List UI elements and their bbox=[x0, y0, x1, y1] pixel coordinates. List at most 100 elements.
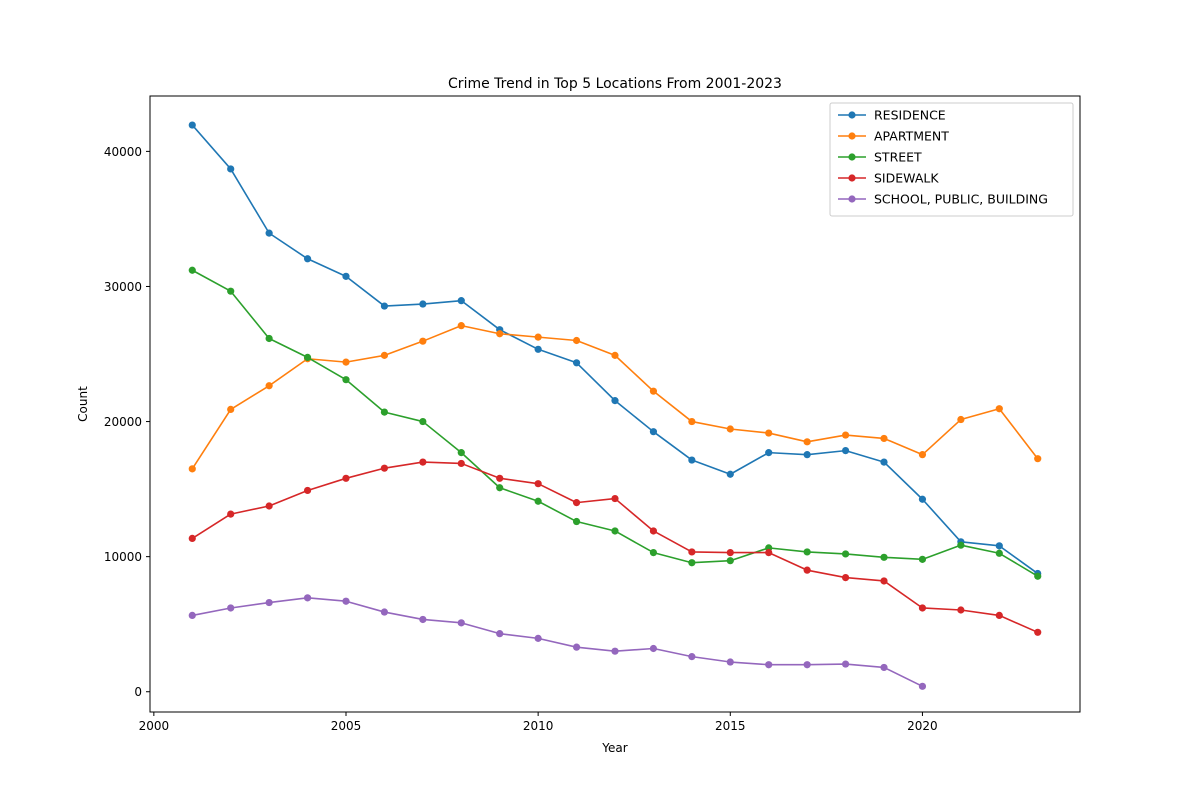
x-tick-label: 2005 bbox=[331, 719, 362, 733]
data-point bbox=[303, 353, 312, 361]
data-point bbox=[572, 336, 581, 345]
data-point bbox=[803, 548, 811, 556]
data-point bbox=[957, 541, 965, 549]
data-point bbox=[841, 447, 850, 455]
data-point bbox=[611, 397, 619, 405]
data-point bbox=[649, 428, 658, 436]
data-point bbox=[419, 337, 427, 345]
data-point bbox=[765, 429, 773, 437]
data-point bbox=[496, 330, 504, 338]
data-point bbox=[611, 494, 619, 503]
data-point bbox=[380, 302, 389, 310]
y-tick-label: 30000 bbox=[104, 280, 142, 294]
data-point bbox=[265, 382, 273, 390]
data-point bbox=[649, 548, 658, 557]
data-point bbox=[995, 611, 1003, 620]
data-point bbox=[303, 255, 312, 263]
data-point bbox=[457, 449, 465, 457]
data-point bbox=[457, 459, 465, 468]
data-point bbox=[918, 555, 927, 563]
data-point bbox=[995, 542, 1003, 550]
data-point bbox=[995, 405, 1003, 413]
data-point bbox=[534, 634, 542, 642]
data-point bbox=[227, 510, 235, 518]
data-point bbox=[611, 351, 619, 359]
data-point bbox=[880, 458, 888, 466]
x-tick-label: 2000 bbox=[139, 719, 170, 733]
data-point bbox=[227, 405, 235, 414]
data-point bbox=[303, 594, 312, 602]
data-point bbox=[688, 417, 696, 426]
legend-marker bbox=[848, 174, 856, 182]
plot-frame bbox=[149, 95, 1081, 713]
data-point bbox=[227, 165, 235, 173]
data-point bbox=[419, 300, 427, 308]
data-point bbox=[841, 573, 850, 582]
legend-label: APARTMENT bbox=[874, 129, 949, 144]
data-point bbox=[918, 604, 927, 612]
data-point bbox=[419, 458, 427, 466]
data-point bbox=[765, 548, 773, 557]
data-point bbox=[688, 559, 696, 567]
data-point bbox=[918, 451, 927, 459]
data-point bbox=[303, 486, 312, 495]
data-point bbox=[880, 577, 888, 585]
legend: RESIDENCE APARTMENT STREET SIDEWALK SCHOOL, … bbox=[829, 102, 1074, 217]
legend-label: STREET bbox=[874, 150, 922, 165]
y-tick-label: 10000 bbox=[104, 550, 142, 564]
data-point bbox=[227, 287, 235, 295]
data-point bbox=[688, 548, 696, 556]
data-point bbox=[726, 470, 734, 478]
data-point bbox=[188, 465, 196, 473]
series-street bbox=[188, 266, 1042, 580]
data-point bbox=[995, 549, 1003, 557]
data-point bbox=[880, 663, 888, 672]
data-point bbox=[265, 502, 273, 510]
series-school-public-building bbox=[188, 594, 927, 690]
data-point bbox=[649, 527, 658, 535]
data-point bbox=[572, 517, 581, 526]
data-point bbox=[534, 345, 542, 353]
data-point bbox=[188, 121, 196, 129]
data-point bbox=[649, 387, 658, 395]
data-point bbox=[534, 497, 542, 505]
legend-label: RESIDENCE bbox=[874, 108, 946, 123]
data-point bbox=[688, 653, 696, 661]
data-point bbox=[419, 615, 427, 624]
data-point bbox=[726, 557, 734, 565]
data-point bbox=[342, 474, 350, 482]
data-point bbox=[457, 619, 465, 627]
data-point bbox=[227, 604, 235, 612]
y-tick-label: 0 bbox=[134, 685, 142, 699]
data-point bbox=[342, 358, 350, 366]
data-point bbox=[188, 266, 196, 274]
data-point bbox=[957, 606, 965, 614]
data-point bbox=[1034, 455, 1042, 463]
series-apartment bbox=[188, 322, 1042, 473]
data-point bbox=[572, 643, 581, 651]
x-axis: 2000 2005 2010 2015 2020 bbox=[139, 712, 938, 733]
chart-title: Crime Trend in Top 5 Locations From 2001… bbox=[448, 76, 782, 92]
x-tick-label: 2020 bbox=[907, 719, 938, 733]
data-point bbox=[803, 661, 811, 669]
data-point bbox=[841, 660, 850, 668]
plot-area bbox=[188, 121, 1042, 690]
data-point bbox=[380, 608, 389, 616]
series-line bbox=[192, 597, 923, 688]
legend-marker bbox=[848, 111, 856, 119]
legend-marker bbox=[848, 195, 856, 203]
data-point bbox=[880, 553, 888, 561]
data-point bbox=[265, 334, 273, 343]
data-point bbox=[611, 647, 619, 655]
data-point bbox=[496, 484, 504, 492]
data-point bbox=[380, 464, 389, 472]
series-sidewalk bbox=[188, 458, 1042, 636]
data-point bbox=[188, 611, 196, 620]
data-point bbox=[419, 417, 427, 426]
data-point bbox=[1034, 628, 1042, 636]
legend-label: SIDEWALK bbox=[874, 171, 939, 186]
data-point bbox=[880, 434, 888, 443]
data-point bbox=[572, 499, 581, 507]
data-point bbox=[534, 480, 542, 488]
